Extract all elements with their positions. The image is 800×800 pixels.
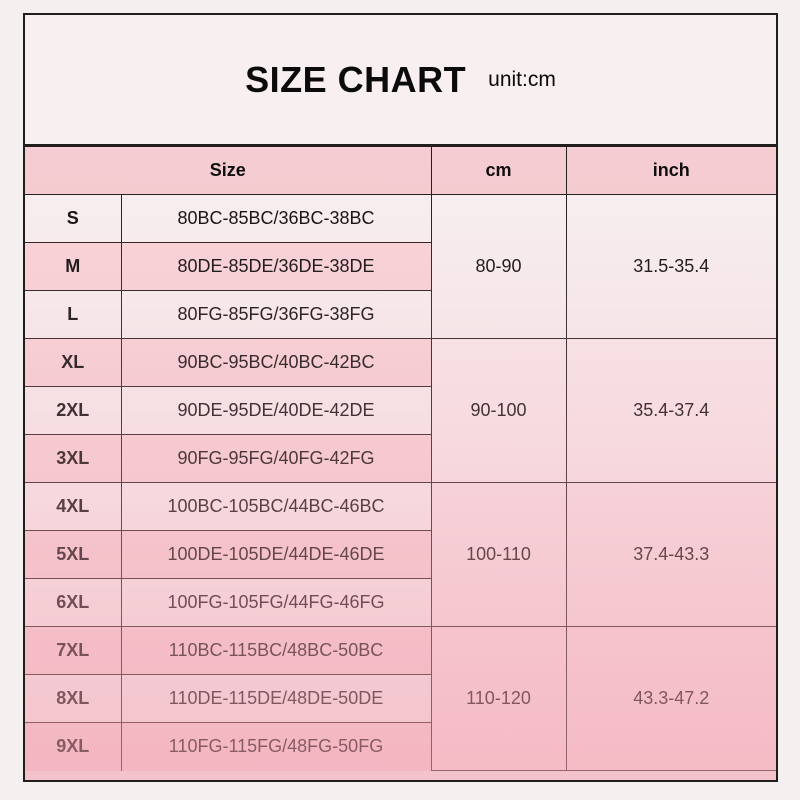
size-value-cell: 90DE-95DE/40DE-42DE (120, 386, 431, 435)
inch-range-cell: 43.3-47.2 (565, 626, 776, 771)
size-label-cell: 9XL (25, 722, 122, 771)
table-row: XL 90BC-95BC/40BC-42BC 90-100 35.4-37.4 (25, 338, 776, 483)
size-value-cell: 90FG-95FG/40FG-42FG (120, 434, 431, 483)
size-value-cell: 80FG-85FG/36FG-38FG (120, 290, 431, 339)
size-label-cell: 6XL (25, 578, 122, 627)
size-value-cell: 90BC-95BC/40BC-42BC (120, 338, 432, 387)
size-value-cell: 80BC-85BC/36BC-38BC (120, 194, 432, 243)
size-label-cell: 2XL (25, 386, 122, 435)
size-value-cell: 100FG-105FG/44FG-46FG (120, 578, 431, 627)
table-row: 7XL 110BC-115BC/48BC-50BC 110-120 43.3-47.2 (25, 626, 776, 771)
size-value-cell: 100BC-105BC/44BC-46BC (120, 482, 432, 531)
size-label-cell: 8XL (25, 674, 122, 723)
inch-range-cell: 37.4-43.3 (565, 482, 776, 627)
size-label-cell: S (25, 194, 122, 243)
column-header-size: Size (25, 146, 432, 195)
cm-range-cell: 80-90 (430, 194, 567, 339)
cm-range-cell: 110-120 (430, 626, 567, 771)
unit-label: unit:cm (488, 67, 556, 91)
size-label-cell: L (25, 290, 122, 339)
page-title: SIZE CHART (245, 58, 467, 100)
size-label-cell: 5XL (25, 530, 122, 579)
size-value-cell: 110FG-115FG/48FG-50FG (120, 722, 431, 771)
table-row: S 80BC-85BC/36BC-38BC 80-90 31.5-35.4 (25, 194, 776, 339)
inch-range-cell: 31.5-35.4 (565, 194, 776, 339)
size-label-cell: M (25, 242, 122, 291)
chart-title-bar: SIZE CHART unit:cm (25, 15, 776, 146)
size-chart-table: Size cm inch S 80BC-85BC/36BC-38BC 80-90 31… (25, 146, 776, 771)
column-header-cm: cm (430, 146, 567, 195)
table-header: Size cm inch (25, 146, 776, 195)
size-label-cell: 4XL (25, 482, 122, 531)
size-value-cell: 100DE-105DE/44DE-46DE (120, 530, 431, 579)
table-row: 4XL 100BC-105BC/44BC-46BC 100-110 37.4-43.3 (25, 482, 776, 627)
size-chart-frame: SIZE CHART unit:cm Size cm inch S 80BC-85… (23, 13, 778, 782)
size-value-cell: 110DE-115DE/48DE-50DE (120, 674, 431, 723)
cm-range-cell: 100-110 (430, 482, 567, 627)
table-body: S 80BC-85BC/36BC-38BC 80-90 31.5-35.4 M 80DE-… (25, 194, 776, 771)
size-value-cell: 80DE-85DE/36DE-38DE (120, 242, 431, 291)
cm-range-cell: 90-100 (430, 338, 567, 483)
size-label-cell: 7XL (25, 626, 122, 675)
inch-range-cell: 35.4-37.4 (565, 338, 776, 483)
size-label-cell: 3XL (25, 434, 122, 483)
size-value-cell: 110BC-115BC/48BC-50BC (120, 626, 432, 675)
size-label-cell: XL (25, 338, 122, 387)
header-row: Size cm inch (25, 146, 776, 195)
column-header-inch: inch (565, 146, 776, 195)
